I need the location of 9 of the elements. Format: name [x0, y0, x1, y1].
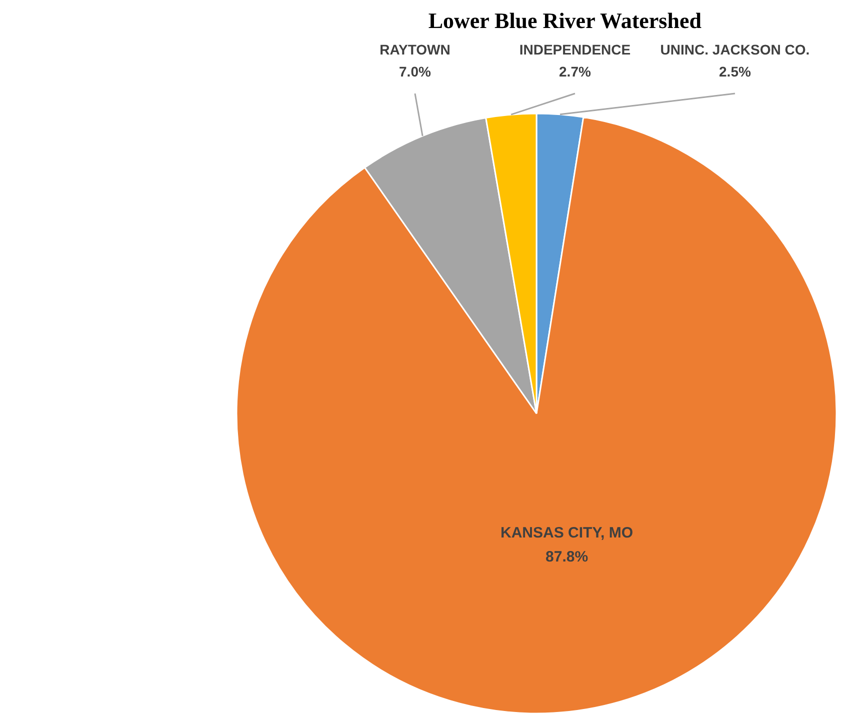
data-label: 87.8%: [546, 548, 588, 566]
slice-label: UNINC. JACKSON CO.: [660, 42, 810, 58]
data-label: 7.0%: [399, 64, 432, 80]
slice-label: INDEPENDENCE: [519, 42, 631, 58]
data-label: 2.5%: [719, 64, 752, 80]
slice-label: RAYTOWN: [380, 42, 450, 58]
slice-label: KANSAS CITY, MO: [500, 524, 634, 542]
data-label: 2.7%: [559, 64, 592, 80]
chart-title: Lower Blue River Watershed: [428, 8, 702, 33]
